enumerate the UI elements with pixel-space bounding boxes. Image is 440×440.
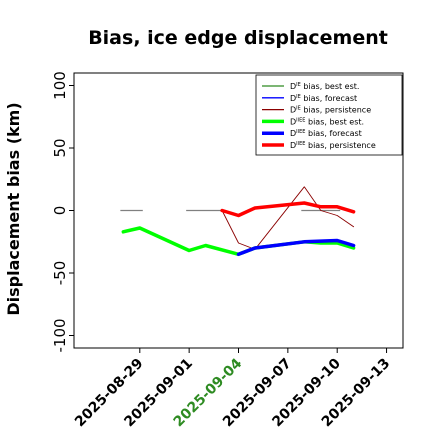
series-group xyxy=(121,186,356,257)
y-tick-label: -50 xyxy=(51,261,69,286)
series-line-2 xyxy=(221,186,355,250)
y-axis-label: Displacement bias (km) xyxy=(4,102,23,315)
legend-entry: DIE bias, forecast xyxy=(290,94,357,103)
legend-entry: DIE bias, persistence xyxy=(290,106,371,115)
y-tick-group: -100 -50 0 50 100 xyxy=(51,71,74,353)
legend-box xyxy=(255,74,403,156)
y-tick-label: 100 xyxy=(51,71,69,100)
legend: DIE bias, best est. DIE bias, forecast DIE… xyxy=(255,74,403,156)
legend-entry: DIIEE bias, persistence xyxy=(290,141,376,150)
series-line-4 xyxy=(236,238,356,257)
x-tick-group: 2025-08-292025-09-012025-09-042025-09-07… xyxy=(72,348,393,430)
legend-entry: DIIEE bias, forecast xyxy=(290,129,362,138)
y-tick-label: -100 xyxy=(51,318,69,352)
chart-title: Bias, ice edge displacement xyxy=(88,27,388,49)
legend-entry: DIIEE bias, best est. xyxy=(290,117,364,126)
legend-entry: DIE bias, best est. xyxy=(290,82,359,91)
series-line-5 xyxy=(220,201,356,218)
y-tick-label: 50 xyxy=(51,138,69,157)
y-tick-label: 0 xyxy=(51,206,69,216)
